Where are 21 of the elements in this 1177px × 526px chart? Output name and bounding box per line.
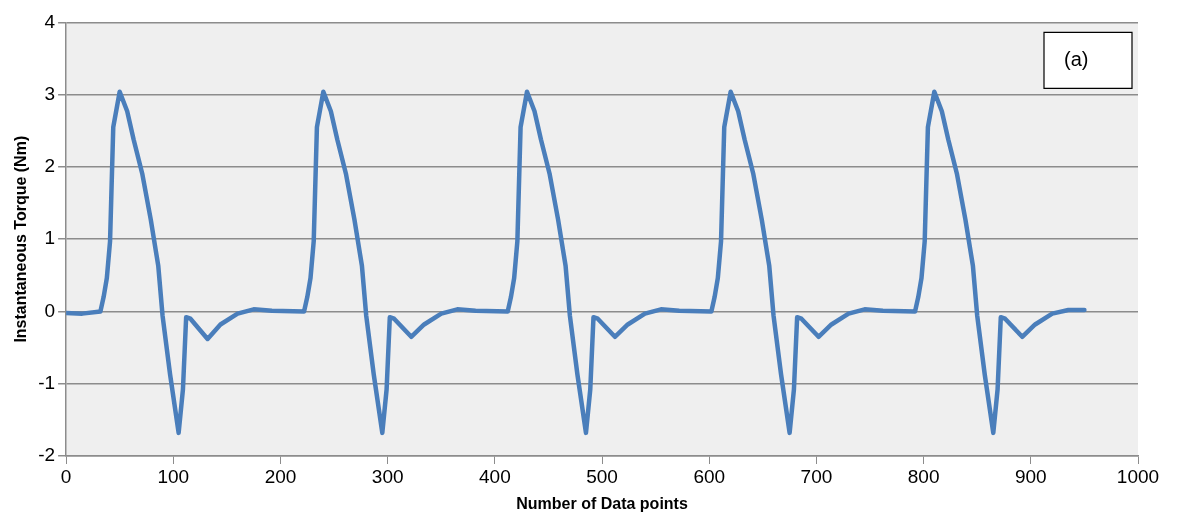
y-tick-label: 3 <box>44 82 56 104</box>
x-tick-label: 400 <box>479 465 511 487</box>
y-tick-label: 1 <box>44 227 56 249</box>
annotation: (a) <box>1064 47 1089 70</box>
y-tick-label: 2 <box>44 155 56 177</box>
x-tick-label: 500 <box>586 465 618 487</box>
y-tick-label: 0 <box>44 299 56 321</box>
x-tick-label: 800 <box>907 465 940 487</box>
x-axis-title: Number of Data points <box>516 494 688 512</box>
y-tick-label: -2 <box>38 444 56 466</box>
x-tick-label: 600 <box>693 465 726 487</box>
x-tick-label: 100 <box>157 465 190 487</box>
x-tick-label: 1000 <box>1116 465 1160 487</box>
x-tick-label: 700 <box>800 465 833 487</box>
x-tick-label: 300 <box>371 465 404 487</box>
x-tick-label: 900 <box>1014 465 1047 487</box>
y-tick-label: 4 <box>44 10 56 32</box>
x-tick-label: 0 <box>60 465 72 487</box>
y-axis-title: Instantaneous Torque (Nm) <box>12 135 30 343</box>
y-tick-label: -1 <box>38 371 56 393</box>
x-tick-label: 200 <box>264 465 297 487</box>
